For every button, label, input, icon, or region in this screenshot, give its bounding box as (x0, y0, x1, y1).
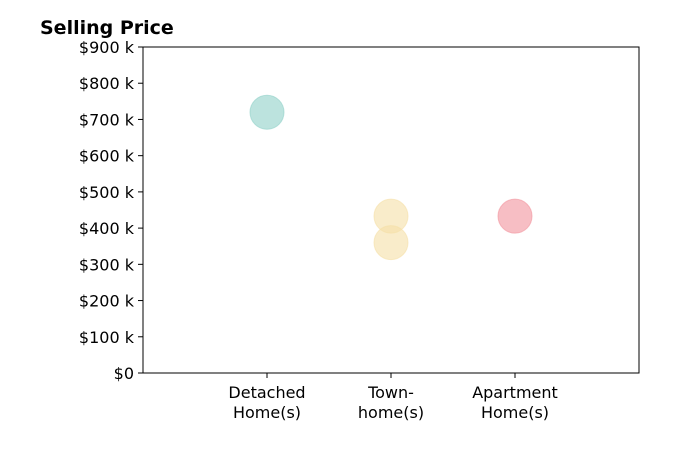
x-tick-label: Town-home(s) (358, 383, 424, 422)
y-tick-label: $400 k (79, 219, 135, 238)
x-tick-label-line: Apartment (472, 383, 558, 402)
y-tick-label: $0 (114, 364, 134, 383)
y-tick-label: $700 k (79, 110, 135, 129)
y-tick-label: $200 k (79, 292, 135, 311)
y-tick-label: $100 k (79, 328, 135, 347)
plot-frame (142, 46, 640, 374)
x-tick-label-line: Town- (367, 383, 414, 402)
data-points (249, 94, 533, 261)
x-tick-label-line: Home(s) (233, 403, 301, 422)
x-tick-label: Apartment Home(s) (472, 383, 558, 422)
y-tick-label: $300 k (79, 255, 135, 274)
x-tick-label-line: Home(s) (481, 403, 549, 422)
y-tick-label: $800 k (79, 74, 135, 93)
chart-title: Selling Price (40, 17, 174, 39)
data-point (249, 94, 285, 130)
x-tick-label-line: Detached (228, 383, 305, 402)
x-tick-label-line: home(s) (358, 403, 424, 422)
x-tick-label: Detached Home(s) (228, 383, 305, 422)
y-tick-label: $500 k (79, 183, 135, 202)
y-tick-label: $900 k (79, 38, 135, 57)
data-point (497, 198, 533, 234)
y-tick-label: $600 k (79, 147, 135, 166)
axes-group: $0 $100 k $200 k $300 k $400 k $500 k $600 k $7… (79, 38, 558, 422)
data-point (373, 225, 409, 261)
